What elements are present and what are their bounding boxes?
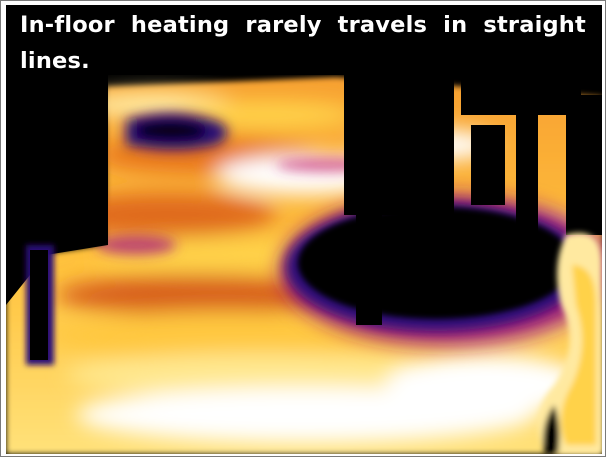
image-caption: In-floor heating rarely travels in strai… [20,12,586,74]
thermal-floor-photo [6,5,602,454]
furniture-shadow [281,195,602,345]
thermal-image [6,5,602,454]
caption-band [6,5,602,75]
warm-object [537,233,602,454]
left-wall [6,65,108,365]
